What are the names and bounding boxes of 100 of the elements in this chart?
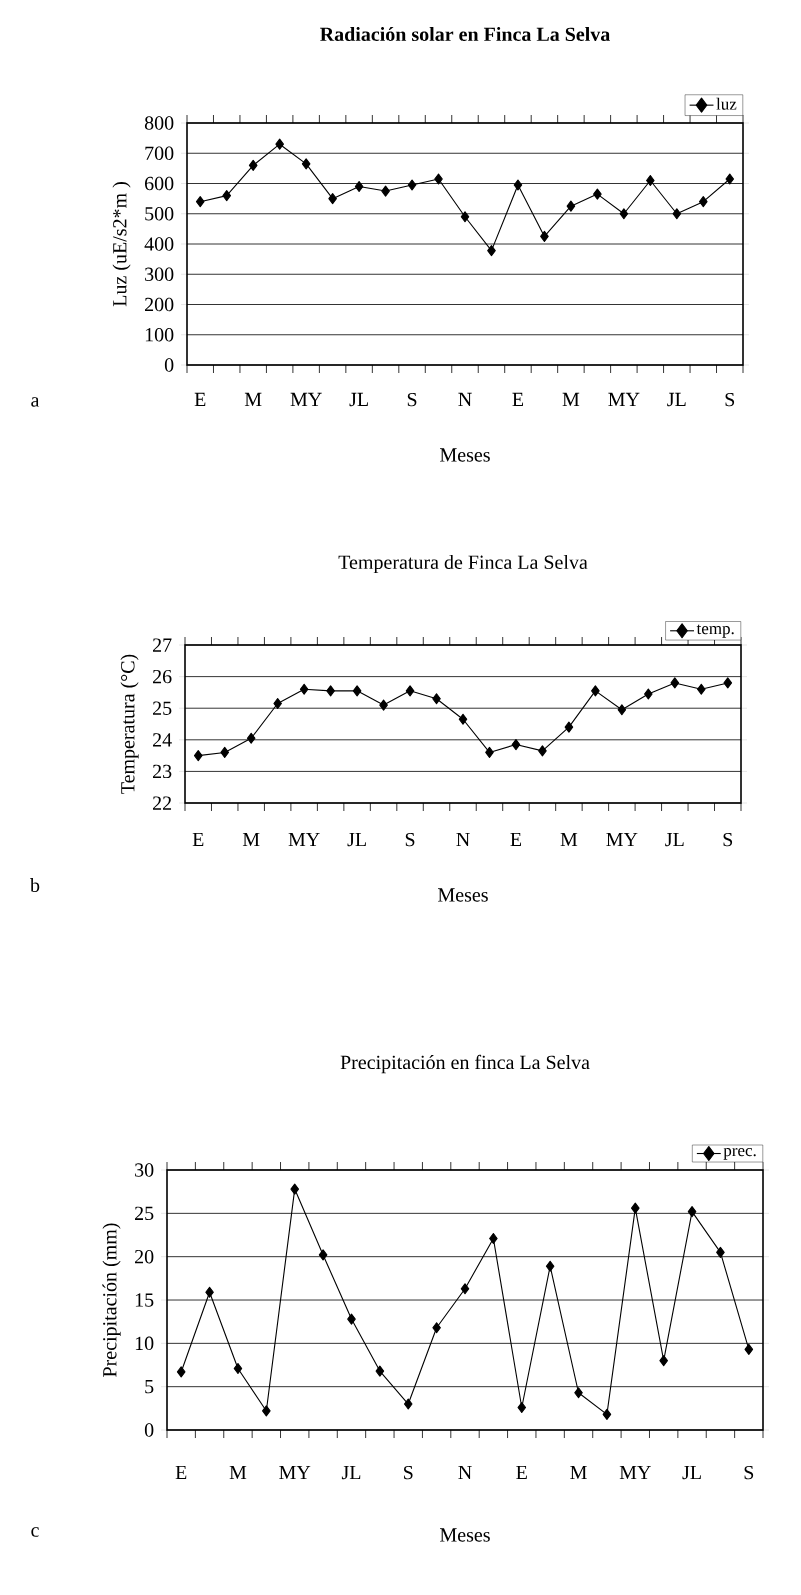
x-tick-label: E <box>192 832 204 846</box>
y-tick-label: 500 <box>145 207 174 221</box>
point <box>540 230 549 242</box>
point <box>538 745 547 757</box>
x-axis-title: Meses <box>440 1528 490 1542</box>
point <box>328 193 337 205</box>
point <box>347 1313 356 1325</box>
x-tick-label: N <box>458 392 472 406</box>
x-tick-label: M <box>244 392 262 406</box>
point <box>299 683 309 695</box>
text: b <box>30 877 40 893</box>
x-axis-title: Meses <box>440 448 490 462</box>
x-tick-label: MY <box>608 392 640 406</box>
x-tick-label: MY <box>288 832 320 846</box>
x-tick-label: M <box>560 832 578 846</box>
point <box>205 1286 214 1298</box>
point <box>176 1366 186 1378</box>
x-tick-label: E <box>510 832 522 846</box>
y-axis-title: Luz (uE/s2*m ) <box>112 182 131 307</box>
point <box>564 721 574 733</box>
point <box>617 704 627 716</box>
point <box>379 699 388 711</box>
y-axis-title: Precipitación (mm) <box>102 1223 121 1377</box>
y-tick-label: 100 <box>145 328 174 342</box>
x-tick-label: MY <box>290 392 322 406</box>
y-tick-label: 0 <box>164 358 174 372</box>
y-tick-label: 26 <box>153 669 172 684</box>
point <box>672 208 682 220</box>
x-tick-label: JL <box>682 1465 701 1480</box>
point <box>460 1283 470 1295</box>
point <box>193 750 203 762</box>
y-tick-label: 600 <box>145 176 174 191</box>
point <box>432 693 441 705</box>
y-tick-label: 700 <box>145 146 174 160</box>
point <box>574 1387 583 1399</box>
y-tick-label: 400 <box>144 237 174 251</box>
point <box>248 159 258 171</box>
y-tick-label: 22 <box>153 796 172 810</box>
x-axis-title: Meses <box>438 888 488 902</box>
x-tick-label: S <box>725 392 735 407</box>
point <box>405 685 415 697</box>
point <box>262 1405 271 1417</box>
x-tick-label: E <box>175 1465 187 1479</box>
x-tick-label: JL <box>347 832 366 847</box>
x-tick-label: M <box>229 1465 247 1479</box>
point <box>591 685 600 697</box>
y-tick-label: 27 <box>153 638 172 652</box>
chart-title: Radiación solar en Finca La Selva <box>320 26 610 42</box>
point <box>275 138 284 150</box>
y-tick-label: 200 <box>145 297 174 312</box>
point <box>318 1249 328 1261</box>
point <box>593 188 602 200</box>
point <box>354 180 364 193</box>
point <box>723 677 733 689</box>
x-tick-label: M <box>242 832 260 846</box>
point <box>301 158 311 170</box>
point <box>487 245 496 257</box>
y-tick-label: 23 <box>153 764 172 779</box>
point <box>513 179 523 191</box>
point <box>670 677 680 689</box>
x-tick-label: M <box>562 392 580 406</box>
y-tick-label: 30 <box>135 1163 154 1177</box>
point <box>407 179 417 191</box>
point <box>687 1206 697 1218</box>
y-tick-label: 24 <box>153 733 172 747</box>
point <box>696 683 706 695</box>
x-tick-label: S <box>723 832 733 847</box>
point <box>517 1401 527 1414</box>
chart-title: Temperatura de Finca La Selva <box>338 554 588 574</box>
point <box>619 208 629 220</box>
x-tick-label: JL <box>341 1465 361 1480</box>
point <box>698 196 708 208</box>
y-tick-label: 25 <box>153 701 172 715</box>
point <box>460 211 470 223</box>
y-tick-label: 300 <box>145 267 174 281</box>
point <box>220 746 230 758</box>
x-tick-label: E <box>194 392 206 406</box>
point <box>458 713 468 725</box>
point <box>511 739 521 751</box>
x-tick-label: JL <box>667 392 686 407</box>
x-tick-label: MY <box>606 832 638 846</box>
x-tick-label: JL <box>349 392 368 407</box>
y-tick-label: 5 <box>145 1380 154 1394</box>
point <box>659 1355 668 1367</box>
x-tick-label: S <box>405 832 415 847</box>
point <box>545 1260 555 1272</box>
x-tick-label: E <box>516 1465 527 1479</box>
y-axis-title: Temperatura (°C) <box>120 654 139 794</box>
point <box>222 190 232 202</box>
x-tick-label: MY <box>619 1465 651 1479</box>
y-tick-label: 800 <box>144 116 174 130</box>
point <box>326 685 335 697</box>
point <box>602 1408 612 1420</box>
x-tick-label: S <box>404 1465 413 1480</box>
point <box>725 173 735 185</box>
text: a <box>31 397 40 407</box>
x-tick-label: MY <box>279 1465 311 1479</box>
legend-label: luz <box>716 97 737 110</box>
x-tick-label: JL <box>665 832 684 847</box>
x-tick-label: E <box>512 392 524 406</box>
